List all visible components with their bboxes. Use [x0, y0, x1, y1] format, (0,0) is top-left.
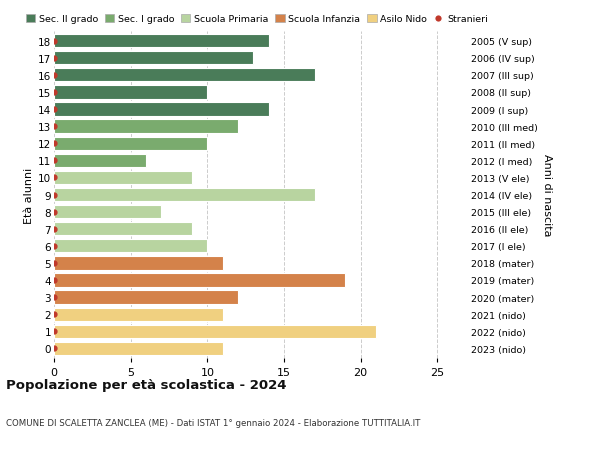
Legend: Sec. II grado, Sec. I grado, Scuola Primaria, Scuola Infanzia, Asilo Nido, Stran: Sec. II grado, Sec. I grado, Scuola Prim…: [26, 15, 488, 24]
Bar: [54, 189, 314, 202]
Bar: [54, 291, 238, 304]
Bar: [54, 206, 161, 219]
Bar: [54, 86, 208, 99]
Y-axis label: Età alunni: Età alunni: [24, 167, 34, 223]
Bar: [54, 257, 223, 270]
Bar: [54, 69, 314, 82]
Bar: [54, 240, 208, 253]
Bar: [54, 342, 223, 355]
Bar: [54, 171, 192, 185]
Y-axis label: Anni di nascita: Anni di nascita: [542, 154, 551, 236]
Bar: [54, 120, 238, 134]
Bar: [54, 137, 208, 151]
Bar: [54, 35, 269, 48]
Bar: [54, 308, 223, 321]
Bar: [54, 52, 253, 65]
Bar: [54, 154, 146, 168]
Bar: [54, 223, 192, 236]
Text: Popolazione per età scolastica - 2024: Popolazione per età scolastica - 2024: [6, 379, 287, 392]
Bar: [54, 274, 346, 287]
Bar: [54, 325, 376, 338]
Text: COMUNE DI SCALETTA ZANCLEA (ME) - Dati ISTAT 1° gennaio 2024 - Elaborazione TUTT: COMUNE DI SCALETTA ZANCLEA (ME) - Dati I…: [6, 418, 421, 427]
Bar: [54, 103, 269, 117]
